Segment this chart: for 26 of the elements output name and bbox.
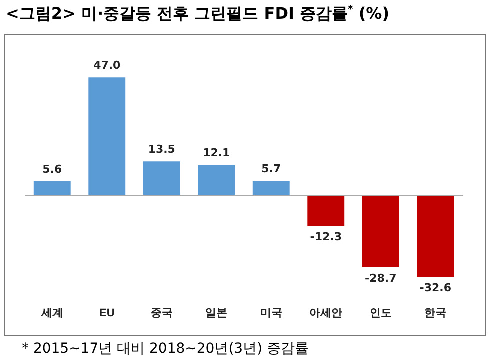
data-label: -32.6 xyxy=(420,282,452,295)
bar xyxy=(88,78,126,195)
bar xyxy=(198,165,236,195)
x-tick-label: 미국 xyxy=(260,307,282,320)
data-label: 13.5 xyxy=(148,142,176,156)
bar xyxy=(252,181,290,195)
bar xyxy=(34,181,71,195)
x-tick-label: 중국 xyxy=(150,307,173,320)
data-label: 47.0 xyxy=(94,58,122,72)
text: * 2015~17년 대비 2018~20년(3년) 증감률 xyxy=(22,340,309,358)
bar xyxy=(308,196,345,226)
x-tick-label: 아세안 xyxy=(310,307,343,320)
bar xyxy=(417,196,454,278)
data-label: 5.7 xyxy=(262,162,282,176)
x-tick-label: 한국 xyxy=(424,307,447,320)
x-tick-label: 일본 xyxy=(206,307,228,320)
bar xyxy=(143,162,180,195)
x-tick-label: 인도 xyxy=(370,307,392,320)
data-label: 5.6 xyxy=(42,162,62,176)
data-label: 12.1 xyxy=(203,146,230,160)
data-label: -12.3 xyxy=(310,230,342,244)
x-tick-label: 세계 xyxy=(40,307,64,320)
bar xyxy=(362,196,400,268)
x-tick-label: EU xyxy=(99,307,115,320)
chart-title: <그림2> 미·중갈등 전후 그린필드 FDI 증감률$^{*}$ (%) xyxy=(6,4,390,25)
data-label: -28.7 xyxy=(365,272,397,285)
